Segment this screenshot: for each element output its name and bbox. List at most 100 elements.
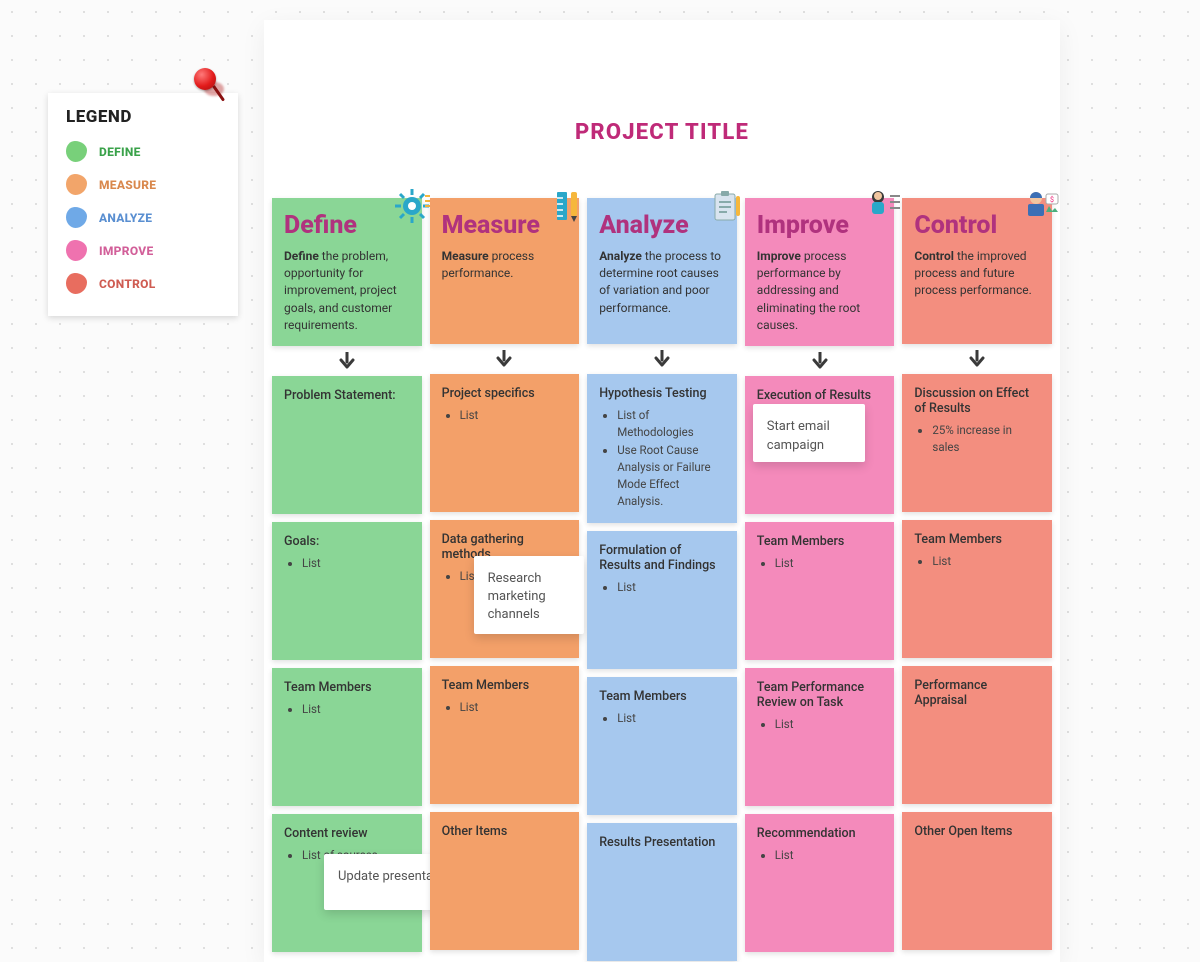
card[interactable]: Results Presentation	[587, 823, 737, 961]
list-item: List	[617, 710, 725, 727]
phase-description: Measure process performance.	[442, 248, 568, 283]
legend-panel: LEGEND DEFINEMEASUREANALYZEIMPROVECONTRO…	[48, 93, 238, 316]
phase-header-analyze[interactable]: AnalyzeAnalyze the process to determine …	[587, 198, 737, 344]
legend-label: IMPROVE	[99, 244, 153, 258]
legend-label: DEFINE	[99, 145, 141, 159]
gear-icon	[392, 186, 432, 226]
list-item: List	[775, 716, 883, 733]
card-list: List of MethodologiesUse Root Cause Anal…	[599, 407, 725, 511]
sticky-note[interactable]: Research marketing channels	[474, 556, 584, 634]
card[interactable]: Team Members List	[587, 677, 737, 815]
card-list: List	[914, 553, 1040, 570]
list-item: List	[460, 407, 568, 424]
dmaic-columns: DefineDefine the problem, opportunity fo…	[272, 198, 1052, 950]
arrow-down-icon	[430, 350, 580, 368]
card-list: List	[284, 555, 410, 572]
card-title: Content review	[284, 826, 410, 841]
worker-icon: $	[1022, 186, 1062, 226]
legend-swatch	[66, 273, 87, 294]
card[interactable]: Execution of ResultsStart email campaign	[745, 376, 895, 514]
arrow-down-icon	[272, 352, 422, 370]
card[interactable]: Hypothesis Testing List of MethodologiesU…	[587, 374, 737, 523]
phase-header-improve[interactable]: ImproveImprove process performance by ad…	[745, 198, 895, 346]
pushpin-icon	[190, 64, 234, 108]
card[interactable]: Team Performance Review on Task List	[745, 668, 895, 806]
card-title: Team Members	[599, 689, 725, 704]
legend-item-measure: MEASURE	[66, 168, 220, 201]
legend-label: CONTROL	[99, 277, 156, 291]
column-control: $ControlControl the improved process and…	[902, 198, 1052, 961]
card[interactable]: Team Members List	[745, 522, 895, 660]
card-title: Team Members	[284, 680, 410, 695]
list-item: List	[775, 555, 883, 572]
card-list: 25% increase in sales	[914, 422, 1040, 457]
card[interactable]: Performance Appraisal	[902, 666, 1052, 804]
card[interactable]: Data gathering methodsListResearch marke…	[430, 520, 580, 658]
list-item: List	[460, 699, 568, 716]
card[interactable]: Content reviewList of sourcesUpdate pres…	[272, 814, 422, 952]
sticky-note[interactable]: Start email campaign	[753, 404, 865, 462]
list-item: List	[302, 701, 410, 718]
card-title: Goals:	[284, 534, 410, 549]
card-list: List	[284, 701, 410, 718]
legend-item-improve: IMPROVE	[66, 234, 220, 267]
card[interactable]: Goals: List	[272, 522, 422, 660]
svg-text:$: $	[1050, 196, 1054, 204]
card[interactable]: Other Items	[430, 812, 580, 950]
list-item: List	[932, 553, 1040, 570]
arrow-down-icon	[902, 350, 1052, 368]
card-list: List	[757, 716, 883, 733]
phase-description: Improve process performance by addressin…	[757, 248, 883, 335]
list-item: List	[617, 579, 725, 596]
column-analyze: AnalyzeAnalyze the process to determine …	[587, 198, 737, 961]
column-improve: ImproveImprove process performance by ad…	[745, 198, 895, 961]
card-title: Discussion on Effect of Results	[914, 386, 1040, 416]
phase-header-control[interactable]: $ControlControl the improved process and…	[902, 198, 1052, 344]
legend-item-define: DEFINE	[66, 135, 220, 168]
card-list: List	[599, 710, 725, 727]
card-title: Team Members	[914, 532, 1040, 547]
card-title: Problem Statement:	[284, 388, 410, 403]
legend-label: ANALYZE	[99, 211, 152, 225]
card-title: Team Members	[757, 534, 883, 549]
arrow-down-icon	[587, 350, 737, 368]
card-title: Project specifics	[442, 386, 568, 401]
phase-header-measure[interactable]: MeasureMeasure process performance.	[430, 198, 580, 344]
legend-swatch	[66, 240, 87, 261]
list-item: List	[775, 847, 883, 864]
card[interactable]: Recommendation List	[745, 814, 895, 952]
card[interactable]: Problem Statement:	[272, 376, 422, 514]
ruler-icon	[549, 186, 589, 226]
legend-swatch	[66, 207, 87, 228]
board-title: PROJECT TITLE	[264, 120, 1060, 145]
card-list: List	[757, 847, 883, 864]
column-define: DefineDefine the problem, opportunity fo…	[272, 198, 422, 961]
card-title: Team Performance Review on Task	[757, 680, 883, 710]
card-list: List	[599, 579, 725, 596]
list-item: Use Root Cause Analysis or Failure Mode …	[617, 442, 725, 511]
legend-item-analyze: ANALYZE	[66, 201, 220, 234]
clipboard-icon	[707, 186, 747, 226]
card-title: Recommendation	[757, 826, 883, 841]
phase-header-define[interactable]: DefineDefine the problem, opportunity fo…	[272, 198, 422, 346]
list-item: 25% increase in sales	[932, 422, 1040, 457]
card-title: Other Open Items	[914, 824, 1040, 839]
card[interactable]: Team Members List	[430, 666, 580, 804]
card[interactable]: Discussion on Effect of Results 25% incre…	[902, 374, 1052, 512]
column-measure: MeasureMeasure process performance. Proje…	[430, 198, 580, 961]
card-title: Team Members	[442, 678, 568, 693]
list-item: List	[302, 555, 410, 572]
card[interactable]: Formulation of Results and FindingsList	[587, 531, 737, 669]
card[interactable]: Team Members List	[902, 520, 1052, 658]
card[interactable]: Team Members List	[272, 668, 422, 806]
phase-description: Define the problem, opportunity for impr…	[284, 248, 410, 335]
card[interactable]: Other Open Items	[902, 812, 1052, 950]
list-item: List of Methodologies	[617, 407, 725, 442]
legend-item-control: CONTROL	[66, 267, 220, 300]
card[interactable]: Project specifics List	[430, 374, 580, 512]
card-title: Other Items	[442, 824, 568, 839]
card-title: Hypothesis Testing	[599, 386, 725, 401]
card-title: Execution of Results	[757, 388, 883, 403]
arrow-down-icon	[745, 352, 895, 370]
legend-label: MEASURE	[99, 178, 156, 192]
